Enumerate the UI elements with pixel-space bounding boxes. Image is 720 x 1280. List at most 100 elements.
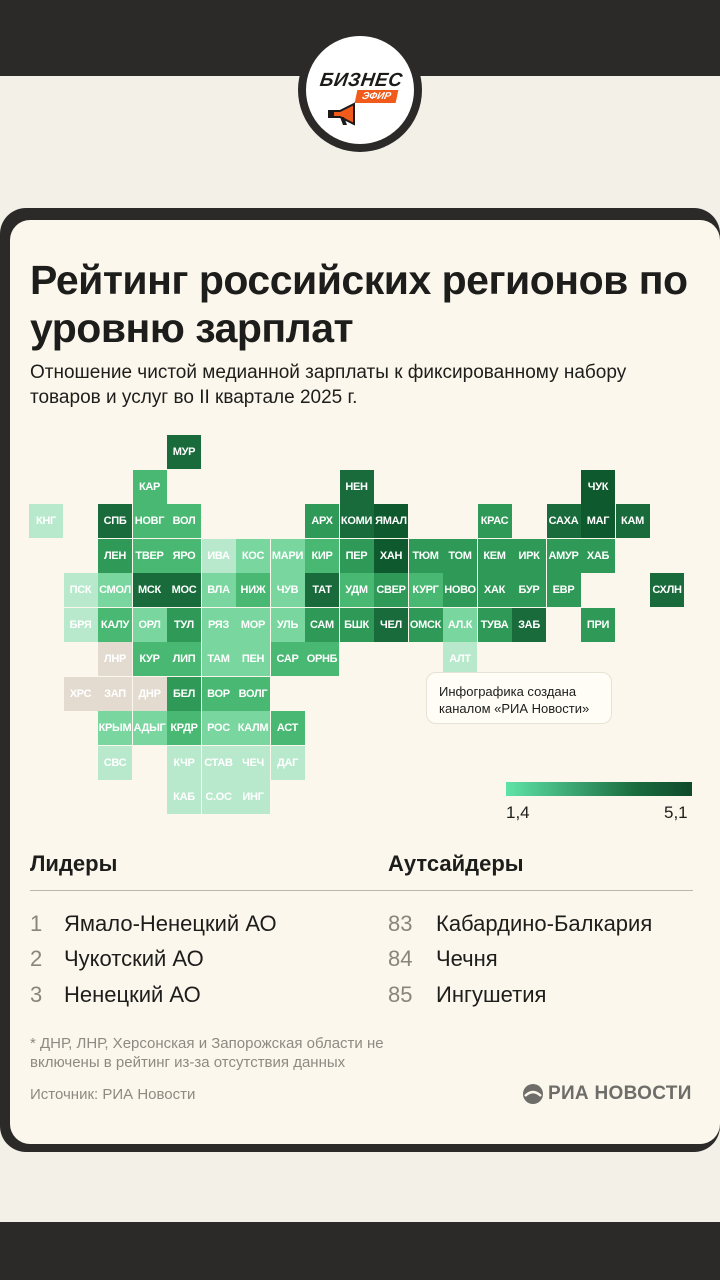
region-tile: СВС (98, 745, 132, 780)
region-tile: АМУР (546, 538, 581, 573)
outsider-row: 85 Ингушетия (388, 982, 546, 1008)
region-tile: ТЮМ (408, 538, 443, 573)
region-tile: ХРС (63, 676, 98, 711)
region-tile: ЛНР (98, 642, 132, 676)
leader-rank: 2 (30, 946, 43, 971)
ria-brand[interactable]: РИА НОВОСТИ (522, 1083, 692, 1105)
region-tile: ВОЛГ (236, 676, 270, 711)
region-tile: МАГ (581, 504, 615, 538)
region-tile: КРАС (477, 504, 512, 538)
region-tile: КЧР (167, 745, 201, 780)
leader-row: 3 Ненецкий АО (30, 982, 201, 1008)
region-tile: ТАМ (201, 642, 236, 676)
ria-logo-icon (523, 1084, 543, 1104)
region-tile: БЕЛ (167, 676, 201, 711)
region-tile: ВОЛ (167, 504, 201, 538)
leader-row: 1 Ямало-Ненецкий АО (30, 911, 277, 937)
region-tile: РОС (201, 711, 236, 745)
region-tile: МСК (132, 573, 167, 607)
region-tile: КАЛУ (98, 607, 132, 642)
region-tile: АДЫГ (132, 711, 167, 745)
region-tile: НИЖ (236, 573, 270, 607)
region-tile: МУР (167, 435, 201, 469)
color-scale-min: 1,4 (506, 803, 530, 822)
region-tile: ТУЛ (167, 607, 201, 642)
megaphone-icon (328, 102, 355, 126)
region-tile: БРЯ (63, 607, 98, 642)
region-tile: СХЛН (650, 573, 684, 607)
ria-brand-name: РИА НОВОСТИ (548, 1083, 692, 1104)
leader-rank: 3 (30, 982, 43, 1007)
region-tile: КАЛМ (236, 711, 270, 745)
outsider-name: Кабардино-Балкария (436, 911, 653, 936)
region-tile: КОМИ (339, 504, 374, 538)
region-tile: ДАГ (270, 745, 305, 780)
region-tile: КАБ (167, 780, 201, 814)
region-tile: КРЫМ (98, 711, 132, 745)
region-tile: ЧЕЛ (374, 607, 408, 642)
source-text: Источник: РИА Новости (30, 1086, 196, 1103)
region-tile: НЕН (339, 469, 374, 504)
region-tile: ПРИ (581, 607, 615, 642)
region-tile: КРДР (167, 711, 201, 745)
region-tile: ЗАБ (512, 607, 546, 642)
leader-name: Ямало-Ненецкий АО (64, 911, 277, 936)
region-tile: СТАВ (201, 745, 236, 780)
region-tile: ОРЛ (132, 607, 167, 642)
region-tile: СВЕР (374, 573, 408, 607)
region-tile: НОВО (443, 573, 477, 607)
region-tile: ЯРО (167, 538, 201, 573)
region-tile: НОВГ (132, 504, 167, 538)
region-tile: ТАТ (305, 573, 339, 607)
channel-logo-inner: БИЗНЕС ЭФИР (306, 36, 414, 144)
leader-rank: 1 (30, 911, 43, 936)
region-tile: ПЕР (339, 538, 374, 573)
region-tile: УДМ (339, 573, 374, 607)
logo-word: БИЗНЕС (318, 70, 404, 91)
region-tile: КНГ (29, 504, 63, 538)
region-tile: КИР (305, 538, 339, 573)
region-tile: ТВЕР (132, 538, 167, 573)
color-scale-bar (506, 782, 692, 796)
leader-name: Ненецкий АО (64, 982, 201, 1007)
region-tile: САР (270, 642, 305, 676)
region-tile: ХАН (374, 538, 408, 573)
region-tile: КАР (132, 469, 167, 504)
region-tile: КАМ (615, 504, 650, 538)
outsider-name: Ингушетия (436, 982, 547, 1007)
region-tile: КУРГ (408, 573, 443, 607)
region-tile: САМ (305, 607, 339, 642)
page-title: Рейтинг российских регионов по уровню за… (30, 257, 688, 351)
outsider-rank: 84 (388, 946, 413, 971)
region-tile: ИРК (512, 538, 546, 573)
region-tile: АЛ.К (443, 607, 477, 642)
region-tile: КОС (236, 538, 270, 573)
outsider-rank: 85 (388, 982, 413, 1007)
region-tile: МОС (167, 573, 201, 607)
region-tile: СМОЛ (98, 573, 132, 607)
region-tile: ОРНБ (305, 642, 339, 676)
region-tile: ПЕН (236, 642, 270, 676)
region-tile: УЛЬ (270, 607, 305, 642)
region-tile: ЛИП (167, 642, 201, 676)
region-tile: ЛЕН (98, 538, 132, 573)
region-tile: БШК (339, 607, 374, 642)
region-tile: КЕМ (477, 538, 512, 573)
region-tile: ИНГ (236, 780, 270, 814)
region-tile: ДНР (132, 676, 167, 711)
region-tile: БУР (512, 573, 546, 607)
region-tile: ЯМАЛ (374, 504, 408, 538)
outsider-rank: 83 (388, 911, 413, 936)
channel-logo[interactable]: БИЗНЕС ЭФИР (298, 28, 422, 152)
region-tile: СПБ (98, 504, 132, 538)
region-tile: ЧЕЧ (236, 745, 270, 780)
outsider-row: 83 Кабардино-Балкария (388, 911, 652, 937)
footnote: * ДНР, ЛНР, Херсонская и Запорожская обл… (30, 1035, 384, 1071)
region-tile: РЯЗ (201, 607, 236, 642)
region-tile: КУР (132, 642, 167, 676)
region-tile: АЛТ (443, 642, 477, 676)
list-divider (30, 890, 693, 891)
region-tile: С.ОС (201, 780, 236, 814)
region-tile: ПСК (63, 573, 98, 607)
region-tile: МОР (236, 607, 270, 642)
